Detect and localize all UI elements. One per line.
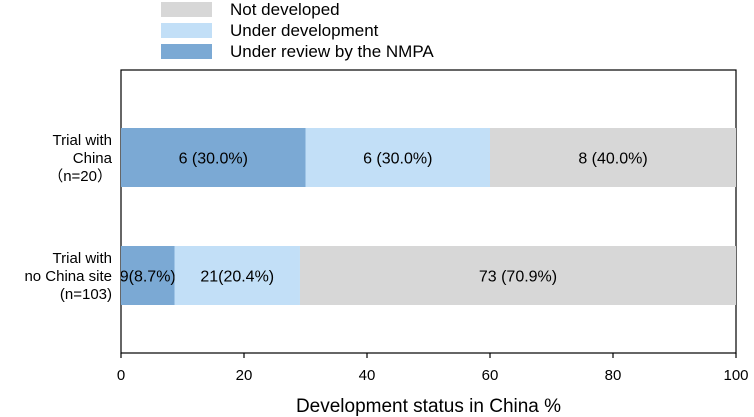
category-label-line: China	[73, 150, 113, 167]
x-tick-label: 40	[359, 367, 376, 384]
x-tick-label: 80	[605, 367, 622, 384]
data-label: 6 (30.0%)	[179, 151, 248, 168]
bar-segment	[121, 246, 175, 305]
x-axis-title: Development status in China %	[296, 396, 561, 417]
bar-segment	[305, 128, 490, 187]
plot-area-frame	[120, 69, 737, 354]
legend-swatch	[161, 44, 212, 59]
bar-segment	[174, 246, 300, 305]
x-tick-label: 60	[482, 367, 499, 384]
category-label-line: Trial with	[53, 132, 112, 149]
x-tick-label: 0	[117, 367, 125, 384]
legend-label: Not developed	[230, 0, 340, 19]
legend-label: Under review by the NMPA	[230, 42, 434, 61]
data-label: 21(20.4%)	[200, 269, 274, 286]
bar-segment	[490, 128, 736, 187]
category-label-line: Trial with	[53, 250, 112, 267]
data-label: 73 (70.9%)	[479, 269, 557, 286]
legend-label: Under development	[230, 21, 379, 40]
legend-swatch	[161, 2, 212, 17]
category-label-line: （n=20）	[48, 168, 112, 185]
bar-segment	[121, 128, 306, 187]
x-tick-label: 20	[236, 367, 253, 384]
legend-swatch	[161, 23, 212, 38]
bar-segment	[299, 246, 736, 305]
x-tick-label: 100	[723, 367, 748, 384]
data-label: 9(8.7%)	[120, 269, 176, 286]
bars: 6 (30.0%) 6 (30.0%) 8 (40.0%) 9(8.7%) 21(20.…	[120, 128, 736, 305]
x-axis: 0 20 40 60 80 100	[117, 353, 749, 384]
legend: Not developed Under development Under revi…	[161, 0, 434, 61]
data-label: 8 (40.0%)	[578, 151, 647, 168]
data-label: 6 (30.0%)	[363, 151, 432, 168]
category-label-line: (n=103)	[60, 286, 112, 303]
category-label-line: no China site	[24, 268, 112, 285]
